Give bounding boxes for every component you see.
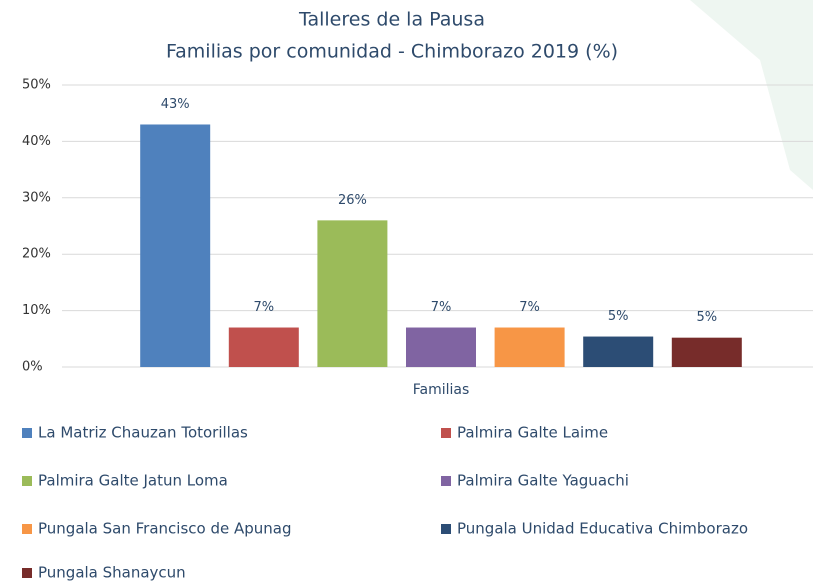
legend-swatch xyxy=(22,476,32,486)
chart-title: Talleres de la Pausa xyxy=(298,9,485,31)
legend-swatch xyxy=(22,428,32,438)
legend-label: Palmira Galte Laime xyxy=(457,424,608,442)
data-label: 5% xyxy=(696,310,717,325)
x-axis-category: Familias xyxy=(413,382,470,398)
bar xyxy=(140,124,211,367)
legend-swatch xyxy=(441,428,451,438)
data-label: 7% xyxy=(519,300,540,315)
legend-swatch xyxy=(441,476,451,486)
legend-label: La Matriz Chauzan Totorillas xyxy=(38,424,248,442)
y-tick-label: 0% xyxy=(22,360,43,375)
chart-subtitle: Familias por comunidad - Chimborazo 2019… xyxy=(166,41,618,63)
bar xyxy=(494,327,565,367)
y-tick-label: 20% xyxy=(22,247,51,262)
bar xyxy=(317,220,388,367)
legend-label: Pungala Unidad Educativa Chimborazo xyxy=(457,520,748,538)
legend-label: Palmira Galte Jatun Loma xyxy=(38,472,228,490)
legend-label: Pungala San Francisco de Apunag xyxy=(38,520,291,538)
bar xyxy=(583,336,654,367)
bar xyxy=(228,327,299,367)
data-label: 5% xyxy=(608,309,629,324)
bar xyxy=(671,337,742,367)
data-label: 7% xyxy=(253,300,274,315)
legend-swatch xyxy=(22,568,32,578)
legend-swatch xyxy=(441,524,451,534)
data-label: 7% xyxy=(431,300,452,315)
data-label: 43% xyxy=(161,97,190,112)
y-tick-label: 30% xyxy=(22,190,51,205)
y-tick-label: 10% xyxy=(22,303,51,318)
legend-swatch xyxy=(22,524,32,534)
data-label: 26% xyxy=(338,193,367,208)
legend-label: Pungala Shanaycun xyxy=(38,564,186,582)
legend-label: Palmira Galte Yaguachi xyxy=(457,472,629,490)
y-tick-label: 40% xyxy=(22,134,51,149)
bar xyxy=(406,327,476,367)
y-tick-label: 50% xyxy=(22,78,51,93)
decoration xyxy=(690,0,813,190)
